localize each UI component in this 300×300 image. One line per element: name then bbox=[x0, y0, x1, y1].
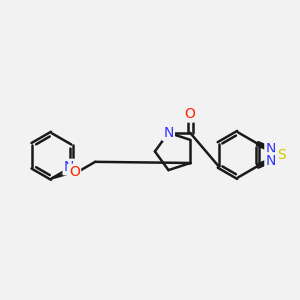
Text: S: S bbox=[277, 148, 286, 162]
Text: O: O bbox=[185, 107, 196, 121]
Text: N: N bbox=[163, 126, 174, 140]
Text: N: N bbox=[266, 154, 276, 167]
Text: O: O bbox=[69, 165, 80, 179]
Text: N: N bbox=[266, 142, 276, 156]
Text: N: N bbox=[64, 160, 74, 174]
